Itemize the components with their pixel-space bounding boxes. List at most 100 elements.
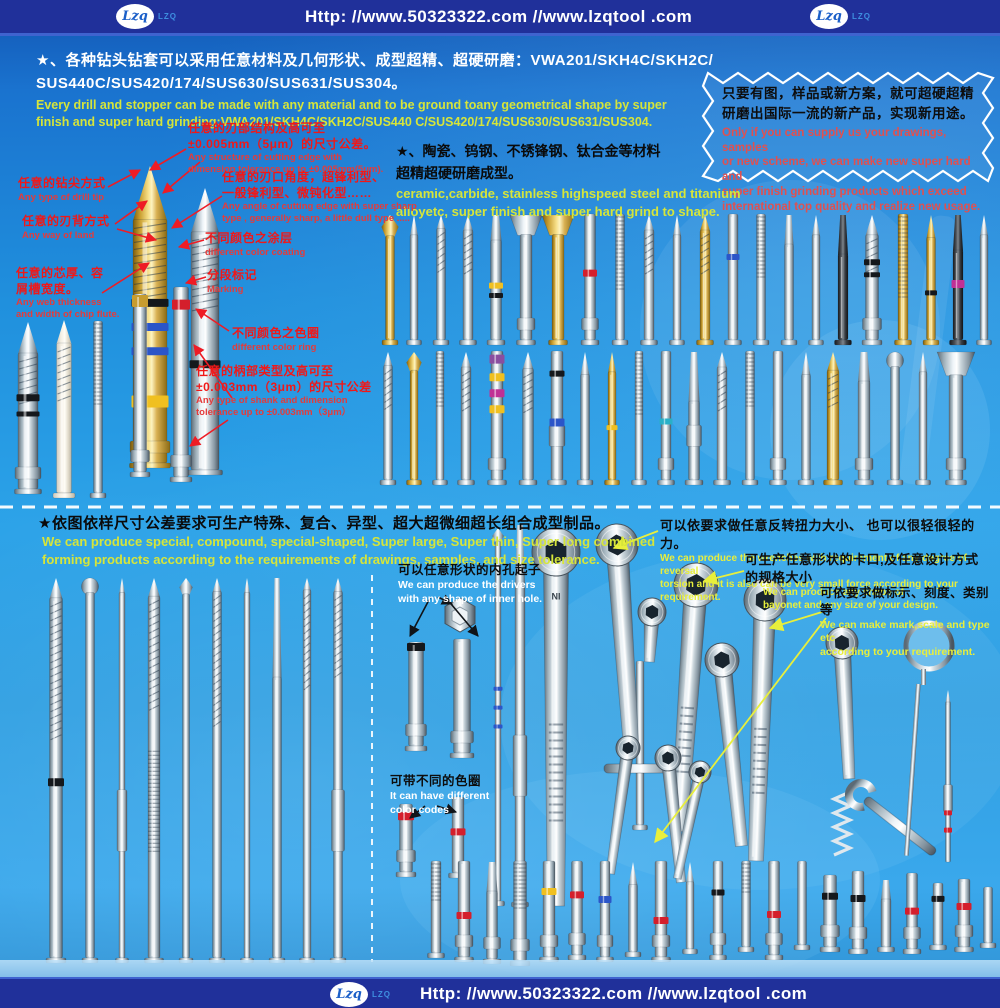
annotation-drill-tip-cn: 任意的钻尖方式 — [18, 176, 106, 190]
drill-bit-graphic — [457, 352, 475, 486]
annotation-mark-scale-en: We can make mark,scale and type etc acco… — [820, 618, 990, 659]
drill-bit-graphic — [329, 578, 347, 964]
drill-bit-graphic — [52, 320, 76, 499]
drill-bit-graphic — [486, 215, 506, 346]
red-annotation-arrow — [177, 238, 205, 250]
red-annotation-arrow — [116, 228, 158, 243]
drill-bit-graphic — [406, 215, 422, 346]
lzq-logo-right: Lzq LZQ — [810, 4, 871, 29]
drill-bit-graphic — [169, 286, 193, 483]
drill-bit-graphic — [724, 213, 742, 346]
drill-bit-graphic — [949, 215, 967, 346]
ratchet-wrench-graphic — [605, 735, 641, 875]
footer-url[interactable]: Http: //www.50323322.com //www.lzqtool .… — [420, 984, 808, 1003]
drill-bit-graphic — [268, 578, 286, 964]
drill-bit-graphic — [539, 860, 559, 963]
drill-bit-graphic — [379, 352, 397, 486]
red-annotation-arrow — [101, 262, 150, 294]
annotation-bayonet-en: We can produce any shape of bayonet and … — [763, 587, 939, 612]
footer-bar: Lzq LZQ Http: //www.50323322.com //www.l… — [0, 977, 1000, 1008]
drill-bit-graphic — [922, 215, 940, 346]
drill-bit-graphic — [696, 215, 714, 346]
annotation-inner-hole-driver-en: We can produce the drivers with any shap… — [398, 578, 543, 605]
drill-bit-graphic — [657, 350, 675, 486]
black-annotation-arrow — [409, 597, 431, 637]
drill-bit-graphic — [793, 860, 811, 951]
annotation-bayonet: 可生产任意形状的卡口,及任意设计方式 的规格大小 We can produce … — [745, 551, 979, 612]
section2-headline-en: We can produce special, compound, specia… — [42, 534, 656, 567]
lzq-logo-footer: Lzq LZQ — [330, 982, 391, 1007]
drill-bit-graphic — [819, 874, 841, 953]
drill-bit-graphic — [611, 213, 629, 346]
drill-bit-graphic — [518, 352, 538, 486]
annotation-web-cn: 任意的芯厚、容 屑槽宽度。 — [16, 266, 104, 296]
open-end-wrench-graphic — [844, 778, 937, 856]
drill-bit-graphic — [861, 215, 883, 346]
dental-mirror-graphic — [903, 620, 955, 856]
drill-bit-graphic — [547, 350, 567, 486]
annotation-edge-angle-cn: 任意的刃口角度，超锋利型、 一般锋利型、微钝化型…… — [222, 170, 385, 200]
drill-bit-graphic — [929, 882, 947, 951]
lzq-logo-ellipse: Lzq — [116, 4, 154, 29]
annotation-shank-en: Any type of shank and dimension toleranc… — [196, 395, 352, 419]
red-annotation-arrow — [171, 195, 223, 229]
red-annotation-arrow — [149, 148, 187, 171]
drill-bit-graphic — [208, 578, 226, 964]
ratchet-wrench-graphic: IN — [531, 527, 581, 907]
drill-bit-graphic — [684, 352, 704, 486]
red-annotation-arrow — [114, 200, 148, 225]
drill-bit-graphic — [823, 352, 843, 486]
drill-bit-graphic — [764, 860, 784, 961]
drill-bit-graphic — [381, 215, 399, 346]
ratchet-wrench-graphic — [704, 642, 749, 847]
header-bar: Lzq LZQ Http: //www.50323322.com //www.l… — [0, 0, 1000, 36]
drill-bit-graphic — [808, 215, 824, 346]
annotation-coating-en: different color coating — [205, 246, 306, 258]
drill-bit-graphic — [954, 878, 974, 953]
annotation-marking-cn: 分段标记 — [207, 268, 258, 282]
drill-bit-graphic — [406, 352, 422, 486]
red-annotation-arrow — [193, 344, 233, 399]
annotation-color-codes: 可带不同的色圈 It can have different color code… — [390, 773, 489, 817]
drill-bit-graphic — [886, 351, 904, 486]
ratchet-wrench-graphic — [673, 760, 712, 880]
drill-bit-graphic — [976, 215, 992, 346]
annotation-color-ring-en: different color ring — [232, 341, 317, 353]
header-url[interactable]: Http: //www.50323322.com //www.lzqtool .… — [305, 7, 693, 26]
drill-bit-graphic — [432, 350, 448, 486]
drill-bit-graphic — [979, 886, 997, 949]
ratchet-wrench-graphic — [637, 597, 667, 663]
annotation-bayonet-cn: 可生产任意形状的卡口,及任意设计方式 的规格大小 — [745, 552, 979, 585]
drill-bit-graphic — [427, 860, 445, 959]
drill-bit-graphic — [682, 862, 698, 955]
drill-bit-graphic — [487, 350, 507, 486]
black-annotation-arrow — [445, 597, 479, 637]
annotation-inner-hole-driver-cn: 可以任意形状的内孔起子 — [398, 563, 542, 577]
drill-bit-graphic — [640, 215, 658, 346]
drill-bit-graphic — [624, 862, 642, 958]
drill-bit-graphic — [713, 352, 731, 486]
drill-bit-graphic — [915, 352, 931, 486]
lzq-logo-ellipse: Lzq — [330, 982, 368, 1007]
drill-bit-graphic — [509, 214, 543, 346]
annotation-land-cn: 任意的刃背方式 — [22, 214, 110, 228]
drill-bit-graphic — [854, 352, 874, 486]
section2-headline-cn: ★依图依样尺寸公差要求可生产特殊、复合、异型、超大超微细超长组合成型制品。 — [38, 515, 610, 532]
red-annotation-arrow — [189, 419, 229, 447]
black-annotation-arrow — [409, 805, 426, 819]
annotation-shank-cn: 任意的柄部类型及高可至 ±0.003mm（3μm）的尺寸公差 — [196, 364, 372, 394]
drill-bit-graphic — [709, 860, 727, 961]
annotation-marking-en: Marking — [207, 283, 244, 295]
drill-bit-graphic — [432, 215, 450, 346]
yellow-annotation-arrow — [768, 611, 823, 632]
drill-bit-graphic — [567, 860, 587, 961]
drill-bit-graphic — [299, 578, 315, 964]
materials-text-cn: ★、陶瓷、钨钢、不锈锋钢、钛合金等材料 超精超硬研磨成型。 — [396, 143, 661, 181]
drill-bit-graphic — [89, 320, 107, 499]
drill-bit-graphic — [576, 352, 594, 486]
starburst-frame — [701, 71, 995, 183]
annotation-edge-angle-en: Any angle of cutting edge with super sha… — [222, 201, 417, 225]
drill-bit-graphic — [848, 870, 868, 955]
red-annotation-arrow — [162, 161, 201, 194]
